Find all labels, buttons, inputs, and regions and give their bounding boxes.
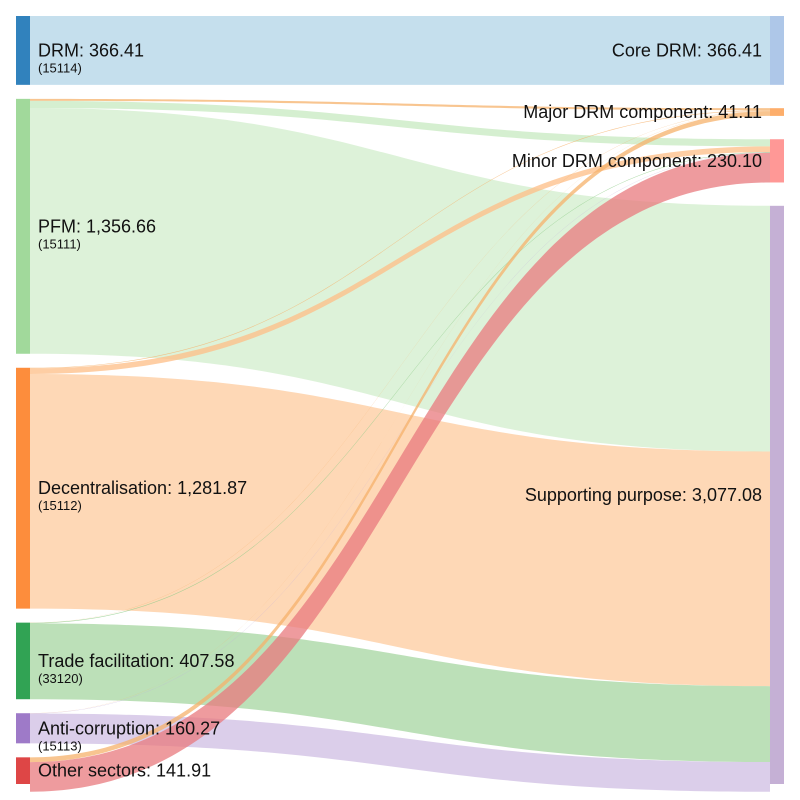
node-label-major: Major DRM component: 41.11 — [523, 102, 762, 122]
node-code-anti: (15113) — [38, 738, 82, 753]
node-code-dec: (15112) — [38, 498, 82, 513]
node-label-drm: DRM: 366.41 — [38, 40, 144, 60]
node-label-core: Core DRM: 366.41 — [612, 40, 762, 60]
flow-pfm-support — [30, 108, 770, 452]
node-code-drm: (15114) — [38, 60, 82, 75]
flow-trade-minor — [30, 152, 770, 624]
node-core — [770, 16, 784, 85]
flow-layer — [30, 16, 770, 792]
node-trade — [16, 622, 30, 700]
flow-other-major — [30, 111, 770, 763]
flow-dec-major — [30, 110, 770, 369]
node-minor — [770, 139, 784, 183]
node-label-other: Other sectors: 141.91 — [38, 761, 211, 781]
flow-other-minor — [30, 152, 770, 792]
node-code-pfm: (15111) — [38, 236, 81, 251]
node-dec — [16, 367, 30, 609]
node-label-trade: Trade facilitation: 407.58 — [38, 651, 234, 671]
node-major — [770, 108, 784, 116]
flow-trade-support — [30, 623, 770, 763]
label-layer: DRM: 366.41(15114) PFM: 1,356.66(15111) De… — [38, 40, 762, 780]
node-drm — [16, 16, 30, 85]
node-label-minor: Minor DRM component: 230.10 — [512, 151, 762, 171]
flow-trade-major — [30, 110, 770, 623]
node-label-pfm: PFM: 1,356.66 — [38, 216, 156, 236]
node-layer — [16, 16, 784, 784]
flow-anti-major — [30, 111, 770, 714]
flow-pfm-minor — [30, 100, 770, 147]
node-anti — [16, 713, 30, 744]
node-pfm — [16, 98, 30, 354]
flow-pfm-major — [30, 98, 770, 111]
flow-drm-core — [30, 16, 770, 85]
node-other — [16, 757, 30, 784]
flow-dec-minor — [30, 146, 770, 374]
node-support — [770, 205, 784, 784]
flow-anti-support — [30, 713, 770, 792]
node-code-trade: (33120) — [38, 671, 83, 686]
flow-dec-support — [30, 373, 770, 687]
node-label-dec: Decentralisation: 1,281.87 — [38, 478, 247, 498]
node-label-support: Supporting purpose: 3,077.08 — [525, 485, 762, 505]
node-label-anti: Anti-corruption: 160.27 — [38, 718, 220, 738]
flow-anti-minor — [30, 152, 770, 714]
